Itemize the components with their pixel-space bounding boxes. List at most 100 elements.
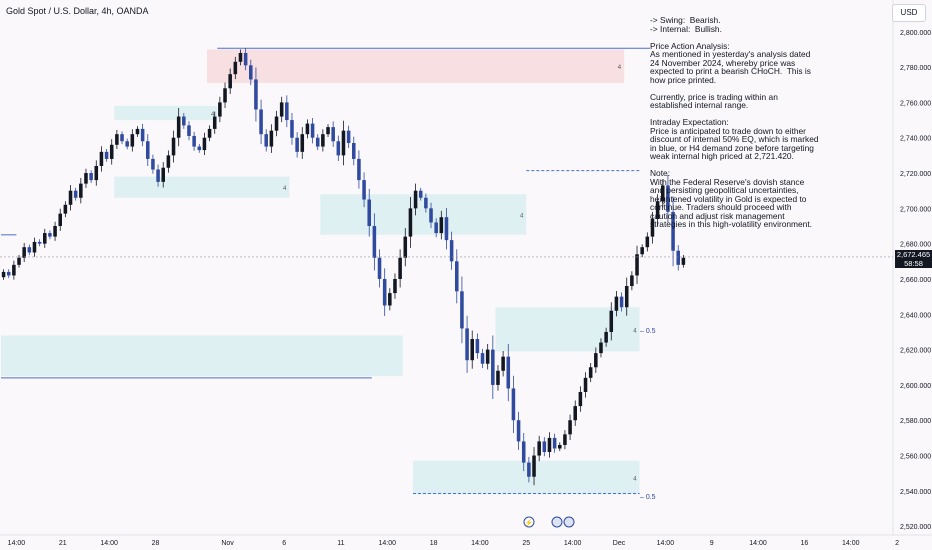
y-tick-label: 2,780.000 [900,65,931,72]
candle-body-93 [480,353,485,364]
candle-body-50 [259,109,263,135]
candle-body-37 [192,135,196,147]
candle-body-62 [321,134,325,147]
y-tick-label: 2,760.000 [900,100,931,107]
candle-body-13 [68,190,73,205]
candle-body-34 [176,116,181,138]
candle-body-6 [32,241,37,253]
zone-supply-0 [207,49,625,83]
candle-body-4 [22,247,26,258]
currency-button[interactable]: USD [892,4,926,22]
candle-body-10 [53,226,57,237]
x-tick-label: 11 [337,540,344,547]
candle-body-82 [424,197,428,209]
y-tick-label: 2,700.000 [900,206,931,213]
candle-body-103 [532,455,536,477]
y-tick-label: 2,720.000 [900,171,931,178]
candle-body-24 [125,141,129,147]
candle-body-69 [357,158,361,181]
candle-body-111 [573,406,577,421]
x-axis[interactable]: 14:00 21 14:00 28 Nov 6 11 14:00 18 14:00 25 14:00 D… [8,540,899,547]
candle-body-38 [197,146,202,151]
lightning-event-icon[interactable] [523,516,535,528]
candle-body-32 [166,155,171,168]
candle-body-55 [285,102,289,121]
candle-body-7 [37,241,42,244]
candle-body-119 [614,296,619,311]
candle-body-19 [99,151,104,166]
x-tick-label: 25 [522,540,530,547]
zone-demand-5 [1,335,403,377]
zone-label-6: 4 [633,477,637,483]
candle-body-33 [171,137,176,156]
candle-body-2 [12,264,16,276]
candle-body-116 [599,342,603,354]
candle-body-26 [135,128,140,135]
x-tick-label: 14:00 [100,540,118,547]
candle-body-47 [243,52,248,66]
candle-body-9 [48,233,52,237]
candle-body-87 [449,240,454,262]
candle-body-98 [506,356,511,389]
us-flag-event-icon[interactable] [551,516,563,528]
candle-body-99 [511,388,516,421]
candle-body-57 [295,137,299,152]
x-tick-label: 18 [430,540,438,547]
candle-body-68 [352,143,356,159]
candle-body-64 [331,127,335,142]
x-tick-label: 6 [282,540,286,547]
candle-body-58 [300,134,305,152]
bar-countdown: 58:58 [904,259,923,268]
x-tick-label: 14:00 [842,540,860,547]
candle-body-132 [681,257,686,265]
candle-body-23 [120,134,124,142]
analysis-note: -> Swing: Bearish. -> Internal: Bullish.… [650,15,819,229]
candle-body-43 [223,88,227,103]
candle-body-71 [367,199,371,227]
candle-body-30 [156,169,160,182]
x-tick-label: 14:00 [564,540,582,547]
candle-body-96 [496,370,500,385]
zone-label-2: 4 [283,186,287,192]
candle-body-86 [444,217,449,241]
level-lines-layer [1,47,650,495]
candle-body-118 [609,310,614,332]
candle-body-56 [290,120,294,138]
zone-label-4: 4 [633,328,637,334]
zone-demand-1 [114,105,218,121]
candle-body-131 [676,250,680,265]
y-tick-label: 2,620.000 [900,348,931,355]
candle-body-126 [650,218,655,237]
x-tick-label: Nov [221,540,234,547]
candle-body-18 [94,165,99,181]
candle-body-114 [588,367,593,378]
zone-label-3: 4 [520,214,524,220]
candle-body-63 [326,127,330,135]
eq-annotation-1: – 0.5 [640,494,656,501]
lightning-glyph-icon: ⚡ [525,518,534,527]
candle-body-53 [274,116,279,131]
y-tick-label: 2,520.000 [900,524,931,531]
candle-body-117 [604,331,608,343]
candle-body-122 [630,275,634,287]
candle-body-108 [558,444,562,449]
candle-body-73 [377,257,382,279]
candle-body-128 [661,185,665,202]
candle-body-22 [115,134,119,145]
candle-body-89 [460,291,464,329]
candle-body-67 [346,130,351,144]
candle-body-16 [84,173,88,184]
us-flag-event-icon-2[interactable] [563,516,575,528]
eq-annotation-0: – 0.5 [640,328,656,335]
zone-demand-4 [495,307,640,352]
event-icons[interactable]: ⚡ [523,516,575,528]
candle-body-54 [279,102,284,117]
candle-body-17 [89,173,93,181]
symbol-title[interactable]: Gold Spot / U.S. Dollar, 4h, OANDA [6,6,149,16]
x-tick-label: 14:00 [749,540,767,547]
candle-body-49 [254,79,258,110]
candle-body-65 [336,141,341,156]
y-axis[interactable]: 2,520.000 2,540.000 2,560.000 2,580.000 2,60… [900,30,931,531]
zone-demand-3 [320,194,527,235]
